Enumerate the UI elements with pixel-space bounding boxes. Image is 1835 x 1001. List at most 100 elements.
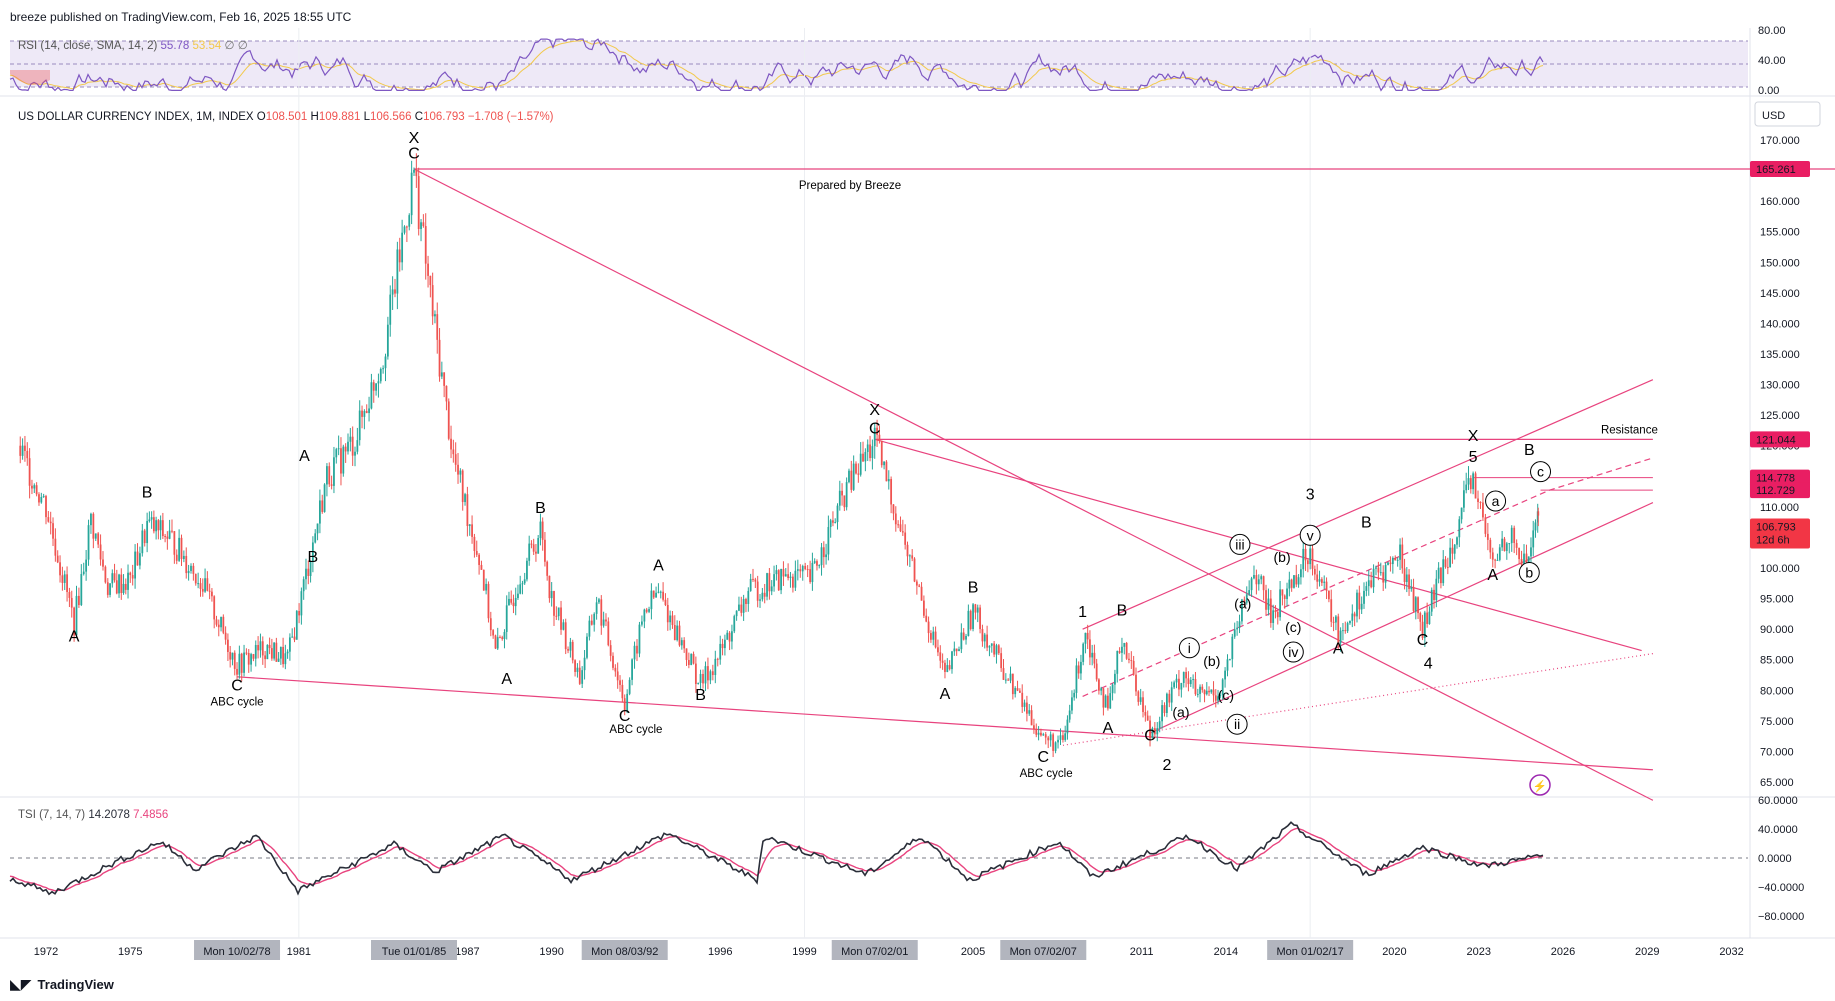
- candle-body: [443, 372, 446, 386]
- candle-body: [361, 410, 363, 417]
- price-tick-20: 70.000: [1760, 746, 1794, 758]
- candle-body: [1098, 679, 1100, 691]
- tag-countdown: 12d 6h: [1756, 534, 1790, 546]
- wave-note-0: ABC cycle: [211, 697, 264, 709]
- candle-body: [273, 642, 276, 659]
- candle-body: [716, 658, 719, 660]
- candle-body: [247, 653, 250, 665]
- candle-body: [581, 670, 584, 684]
- candle-body: [878, 434, 881, 441]
- candle-body: [578, 667, 581, 684]
- candle-body: [475, 550, 478, 555]
- tsi-tick-4: −80.0000: [1758, 911, 1804, 923]
- candle-body: [1327, 590, 1330, 600]
- candle-body: [1520, 559, 1523, 565]
- candle-body: [1358, 592, 1361, 610]
- candle-body: [1536, 511, 1539, 523]
- candle-body: [564, 622, 567, 650]
- time-label-14: 2032: [1719, 946, 1743, 958]
- candle-body: [512, 602, 515, 607]
- candle-body: [927, 621, 930, 634]
- candle-body: [1417, 597, 1419, 614]
- candle-body: [342, 446, 345, 474]
- candle-body: [832, 520, 834, 523]
- rsi-ma-line: [9, 39, 1544, 91]
- candle-body: [724, 639, 726, 649]
- candle-body: [164, 536, 167, 538]
- candle-body: [1219, 694, 1222, 697]
- candle-body: [595, 602, 598, 614]
- candle-body: [747, 590, 750, 605]
- candle-body: [859, 453, 862, 475]
- candle-body: [1180, 682, 1183, 690]
- line-fall-from-85: [413, 168, 1654, 801]
- candle-body: [333, 457, 335, 486]
- candle-body: [1250, 578, 1253, 591]
- time-label-4: 1990: [539, 946, 563, 958]
- candle-body: [1151, 728, 1154, 739]
- candle-body: [726, 632, 729, 640]
- candle-body: [848, 470, 850, 483]
- wave-minor-6: B: [535, 500, 546, 517]
- candle-body: [939, 652, 942, 661]
- candle-body: [1093, 652, 1096, 664]
- candle-body: [31, 485, 33, 489]
- candle-body: [804, 566, 807, 570]
- candle-body: [213, 596, 216, 620]
- candle-body: [709, 671, 712, 681]
- candle-body: [321, 500, 324, 512]
- tag-121: 121.044: [1756, 434, 1796, 446]
- wave-circle-6: [1518, 562, 1540, 584]
- candle-body: [328, 466, 331, 485]
- candle-body: [1405, 574, 1408, 583]
- candle-body: [21, 445, 24, 456]
- candle-body: [1044, 734, 1047, 738]
- candle-body: [685, 648, 688, 660]
- line-channel-mid: [1082, 489, 1550, 697]
- time-highlight-0-bg: [194, 940, 281, 960]
- candle-body: [1139, 697, 1142, 702]
- candle-body: [1014, 688, 1017, 695]
- tsi-tick-2: 0.0000: [1758, 853, 1792, 865]
- candle-body: [464, 494, 466, 503]
- candle-body: [1363, 590, 1365, 604]
- candle-body: [1196, 693, 1199, 695]
- candle-body: [150, 517, 153, 520]
- wave-circle-5: [1485, 490, 1507, 512]
- candle-body: [880, 440, 883, 466]
- candle-body: [454, 454, 457, 465]
- candle-body: [40, 497, 43, 503]
- candle-body: [78, 595, 80, 605]
- line-channel-lower: [1149, 502, 1654, 734]
- candle-body: [738, 604, 740, 611]
- candle-body: [876, 427, 878, 435]
- candle-body: [503, 631, 506, 639]
- candle-body: [809, 569, 812, 583]
- candle-body: [995, 645, 998, 655]
- time-highlight-3-bg: [831, 940, 918, 960]
- candle-body: [1302, 548, 1305, 570]
- candle-body: [1437, 567, 1440, 579]
- footer-brand[interactable]: ◣◤ TradingView: [10, 976, 114, 993]
- price-tick-15: 95.000: [1760, 594, 1794, 606]
- candle-body: [1477, 498, 1479, 503]
- candle-body: [792, 576, 794, 588]
- candle-body: [143, 530, 146, 544]
- candle-body: [1451, 547, 1454, 554]
- candle-body: [109, 583, 111, 595]
- candle-body: [1130, 660, 1133, 662]
- candle-body: [866, 444, 869, 452]
- candle-body: [1156, 728, 1159, 735]
- candle-body: [457, 464, 459, 475]
- candle-body: [499, 637, 501, 639]
- candle-body: [532, 544, 535, 552]
- candle-body: [827, 526, 830, 555]
- candle-body: [1403, 568, 1406, 583]
- candle-body: [541, 521, 544, 540]
- candle-body: [450, 438, 452, 450]
- tag-current-bg: [1750, 518, 1810, 549]
- candle-body: [707, 666, 709, 681]
- candle-body: [1525, 553, 1528, 570]
- candle-body: [190, 565, 192, 571]
